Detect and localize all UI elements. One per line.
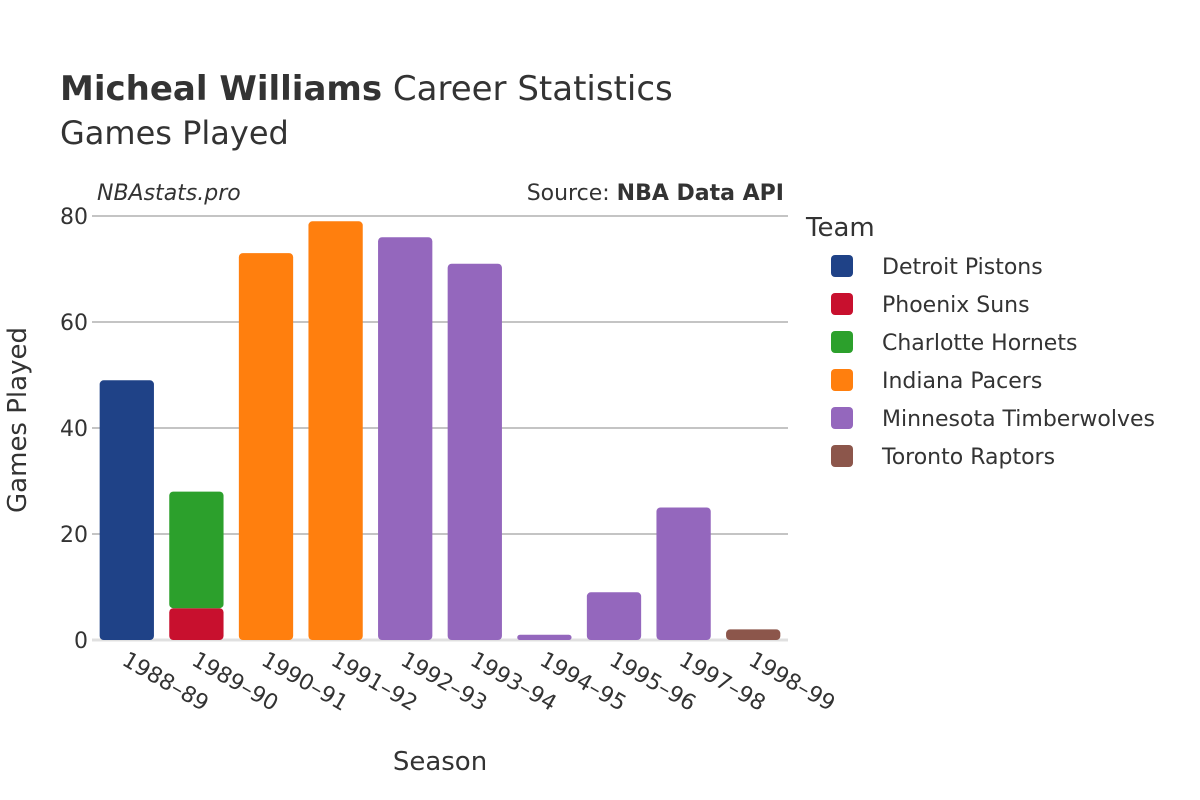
y-tick-label: 0 bbox=[74, 629, 88, 654]
chart-title: Micheal Williams Career Statistics bbox=[60, 69, 673, 109]
source-prefix: Source: bbox=[527, 181, 617, 206]
y-tick-label: 60 bbox=[60, 311, 88, 336]
bar-indiana-pacers-1991–92[interactable] bbox=[308, 221, 363, 641]
y-axis-title: Games Played bbox=[3, 327, 33, 513]
bar-toronto-raptors-1998–99[interactable] bbox=[726, 629, 781, 640]
y-tick-labels: 0 20 40 60 80 bbox=[60, 205, 88, 654]
bar-phoenix-suns-1989–90[interactable] bbox=[169, 608, 224, 640]
x-tick-labels: 1988–891989–901990–911991–921992–931993–… bbox=[118, 648, 839, 717]
legend-label[interactable]: Toronto Raptors bbox=[881, 445, 1055, 470]
legend-label[interactable]: Minnesota Timberwolves bbox=[882, 407, 1155, 432]
bars bbox=[99, 221, 781, 641]
legend-swatch-minnesota-timberwolves bbox=[831, 407, 853, 429]
y-tick-label: 20 bbox=[60, 523, 88, 548]
player-name: Micheal Williams bbox=[60, 69, 382, 109]
legend-label[interactable]: Indiana Pacers bbox=[882, 369, 1042, 394]
legend-swatch-charlotte-hornets bbox=[831, 331, 853, 353]
chart-subtitle: Games Played bbox=[60, 114, 289, 152]
bar-minnesota-timberwolves-1992–93[interactable] bbox=[378, 237, 433, 640]
x-axis-title: Season bbox=[393, 747, 487, 777]
legend-swatch-detroit-pistons bbox=[831, 255, 853, 277]
watermark: NBAstats.pro bbox=[97, 181, 241, 206]
legend: Team Detroit Pistons Phoenix Suns Charlott… bbox=[805, 213, 1155, 470]
legend-label[interactable]: Charlotte Hornets bbox=[882, 331, 1077, 356]
legend-swatch-indiana-pacers bbox=[831, 369, 853, 391]
legend-swatch-phoenix-suns bbox=[831, 293, 853, 315]
bar-minnesota-timberwolves-1993–94[interactable] bbox=[447, 263, 502, 640]
legend-label[interactable]: Detroit Pistons bbox=[882, 255, 1043, 280]
source-credit: Source: NBA Data API bbox=[527, 181, 784, 206]
y-tick-label: 40 bbox=[60, 417, 88, 442]
bar-charlotte-hornets-1989–90[interactable] bbox=[169, 491, 224, 609]
bar-indiana-pacers-1990–91[interactable] bbox=[238, 253, 294, 640]
bar-minnesota-timberwolves-1995–96[interactable] bbox=[586, 592, 642, 640]
legend-swatch-toronto-raptors bbox=[831, 445, 853, 467]
legend-title: Team bbox=[805, 213, 875, 243]
legend-label[interactable]: Phoenix Suns bbox=[882, 293, 1030, 318]
bar-minnesota-timberwolves-1994–95[interactable] bbox=[517, 634, 572, 640]
title-rest: Career Statistics bbox=[393, 69, 673, 109]
bar-minnesota-timberwolves-1997–98[interactable] bbox=[656, 507, 711, 641]
source-name: NBA Data API bbox=[617, 181, 784, 206]
y-tick-label: 80 bbox=[60, 205, 88, 230]
bar-detroit-pistons-1988–89[interactable] bbox=[99, 380, 154, 640]
